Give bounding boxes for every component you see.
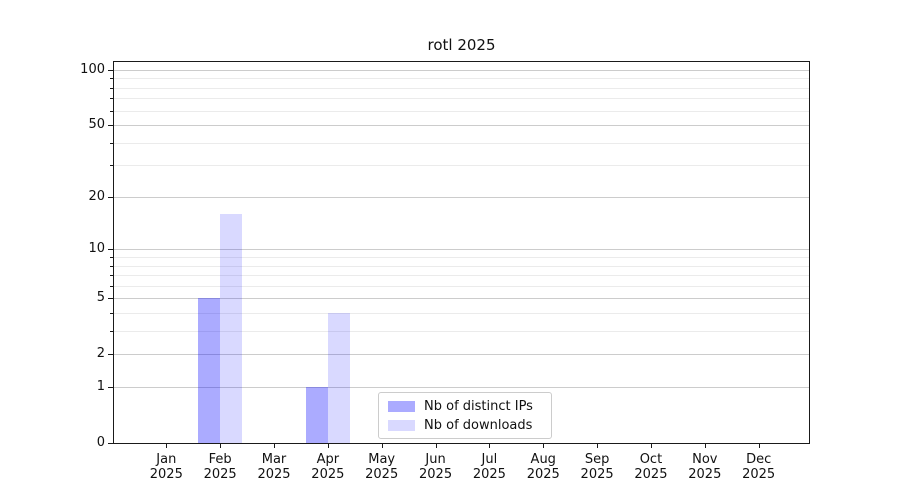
legend-item-distinct-ips: Nb of distinct IPs <box>388 399 542 414</box>
gridline-minor <box>114 265 810 267</box>
y-axis-tick <box>108 196 113 198</box>
x-axis-tick <box>758 444 760 449</box>
y-axis-tick <box>108 69 113 71</box>
x-axis-tick-label: Nov 2025 <box>688 452 722 483</box>
y-axis-minor-tick <box>110 110 113 112</box>
y-axis-tick-label: 20 <box>88 188 105 204</box>
y-axis-tick-label: 10 <box>88 241 105 257</box>
bar-nb-of-distinct-ips-apr <box>305 387 328 444</box>
x-axis-tick-label: Mar 2025 <box>257 452 291 483</box>
y-axis-minor-tick <box>110 87 113 89</box>
gridline-minor <box>114 257 810 258</box>
gridline-minor <box>114 331 810 333</box>
gridline-minor <box>114 165 810 167</box>
y-axis-minor-tick <box>110 275 113 277</box>
x-axis-tick <box>381 444 383 449</box>
gridline-minor <box>114 142 810 144</box>
y-axis-minor-tick <box>110 98 113 100</box>
x-axis-tick <box>220 444 222 449</box>
y-axis-tick-label: 5 <box>96 290 105 306</box>
gridline-minor <box>114 98 810 100</box>
bar-nb-of-distinct-ips-feb <box>198 298 221 444</box>
gridline-major <box>114 196 810 198</box>
x-axis-tick <box>597 444 599 449</box>
gridline-minor <box>114 87 810 89</box>
legend-swatch-downloads <box>388 419 415 431</box>
bar-nb-of-downloads-apr <box>327 313 350 444</box>
gridline-minor <box>114 110 810 112</box>
y-axis-tick <box>108 387 113 389</box>
gridline-minor <box>114 78 810 80</box>
y-axis-minor-tick <box>110 285 113 287</box>
legend-item-downloads: Nb of downloads <box>388 418 542 433</box>
x-axis-tick-label: Apr 2025 <box>311 452 345 483</box>
gridline-major <box>114 387 810 389</box>
y-axis-tick-label: 0 <box>96 435 105 451</box>
y-axis-tick-label: 1 <box>96 379 105 395</box>
legend: Nb of distinct IPs Nb of downloads <box>378 392 552 439</box>
y-axis-tick <box>108 354 113 356</box>
legend-label-downloads: Nb of downloads <box>424 417 533 433</box>
y-axis-tick <box>108 125 113 127</box>
y-axis-minor-tick <box>110 257 113 258</box>
x-axis-tick <box>435 444 437 449</box>
gridline-minor <box>114 285 810 287</box>
legend-swatch-distinct-ips <box>388 400 415 412</box>
x-axis-tick <box>489 444 491 449</box>
gridline-minor <box>114 275 810 277</box>
gridline-major <box>114 69 810 71</box>
y-axis-tick <box>108 443 113 445</box>
y-axis-minor-tick <box>110 165 113 167</box>
x-axis-tick <box>166 444 168 449</box>
gridline-major <box>114 125 810 127</box>
y-axis-minor-tick <box>110 142 113 144</box>
y-axis-tick <box>108 298 113 300</box>
x-axis-tick <box>327 444 329 449</box>
gridline-major <box>114 249 810 251</box>
y-axis-tick-label: 2 <box>96 346 105 362</box>
x-axis-tick <box>274 444 275 449</box>
x-axis-tick <box>704 444 706 449</box>
y-axis-minor-tick <box>110 265 113 267</box>
x-axis-tick <box>650 444 652 449</box>
x-axis-tick-label: Sep 2025 <box>580 452 614 483</box>
x-axis-tick-label: Dec 2025 <box>742 452 776 483</box>
x-axis-tick-label: Jan 2025 <box>149 452 183 483</box>
chart-title: rotl 2025 <box>427 36 496 54</box>
legend-label-distinct-ips: Nb of distinct IPs <box>424 398 533 414</box>
bar-nb-of-downloads-feb <box>220 214 243 444</box>
x-axis-tick-label: Oct 2025 <box>634 452 668 483</box>
y-axis-tick-label: 100 <box>80 61 105 77</box>
x-axis-tick <box>543 444 545 449</box>
y-axis-minor-tick <box>110 313 113 315</box>
x-axis-tick-label: Jun 2025 <box>419 452 453 483</box>
y-axis-tick-label: 50 <box>88 117 105 133</box>
x-axis-tick-label: Jul 2025 <box>472 452 506 483</box>
gridline-major <box>114 298 810 300</box>
x-axis-tick-label: May 2025 <box>365 452 399 483</box>
gridline-minor <box>114 313 810 315</box>
gridline-major <box>114 354 810 356</box>
y-axis-minor-tick <box>110 78 113 80</box>
x-axis-tick-label: Feb 2025 <box>203 452 237 483</box>
y-axis-tick <box>108 249 113 251</box>
y-axis-minor-tick <box>110 331 113 333</box>
x-axis-tick-label: Aug 2025 <box>526 452 560 483</box>
